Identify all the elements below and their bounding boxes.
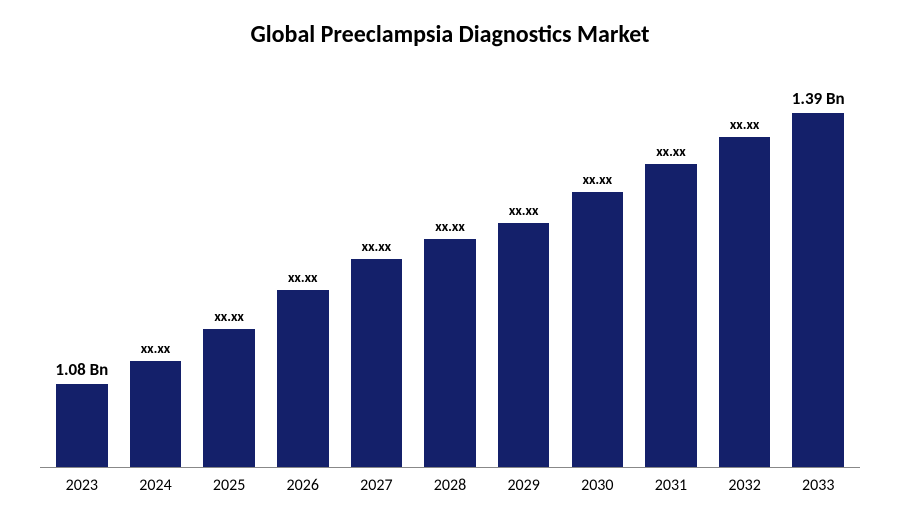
bar-value-label: xx.xx <box>730 116 759 133</box>
bar-group: xx.xx <box>560 74 634 467</box>
x-axis-label: 2031 <box>634 476 708 495</box>
x-axis-label: 2030 <box>560 476 634 495</box>
bar <box>203 329 255 467</box>
bar-group: xx.xx <box>487 74 561 467</box>
bar-value-label: xx.xx <box>214 308 243 325</box>
bar-group: 1.39 Bn <box>781 74 855 467</box>
bar-group: xx.xx <box>266 74 340 467</box>
x-axis-label: 2023 <box>45 476 119 495</box>
bar-value-label: xx.xx <box>435 218 464 235</box>
x-axis: 2023202420252026202720282029203020312032… <box>40 468 860 495</box>
x-axis-label: 2033 <box>781 476 855 495</box>
chart-title: Global Preeclampsia Diagnostics Market <box>40 20 860 49</box>
bar-group: xx.xx <box>340 74 414 467</box>
x-axis-label: 2029 <box>487 476 561 495</box>
bar-group: xx.xx <box>119 74 193 467</box>
x-axis-label: 2024 <box>119 476 193 495</box>
bar-group: xx.xx <box>634 74 708 467</box>
bar <box>719 137 771 467</box>
bar-value-label: 1.39 Bn <box>792 88 845 109</box>
bar <box>351 259 403 467</box>
x-axis-label: 2025 <box>192 476 266 495</box>
bar-group: 1.08 Bn <box>45 74 119 467</box>
bar-value-label: xx.xx <box>656 143 685 160</box>
bar-value-label: 1.08 Bn <box>55 359 108 380</box>
bar <box>645 164 697 467</box>
bar-value-label: xx.xx <box>141 340 170 357</box>
bar <box>792 113 844 467</box>
bar-value-label: xx.xx <box>509 202 538 219</box>
bar <box>424 239 476 467</box>
bar <box>277 290 329 467</box>
bar-value-label: xx.xx <box>362 238 391 255</box>
bar <box>56 384 108 467</box>
x-axis-label: 2032 <box>708 476 782 495</box>
bar <box>130 361 182 467</box>
bar-group: xx.xx <box>413 74 487 467</box>
x-axis-label: 2028 <box>413 476 487 495</box>
bar <box>572 192 624 467</box>
bar-group: xx.xx <box>708 74 782 467</box>
x-axis-label: 2026 <box>266 476 340 495</box>
bar-value-label: xx.xx <box>583 171 612 188</box>
plot-area: 1.08 Bn xx.xx xx.xx xx.xx xx.xx xx.xx xx.xx xx.… <box>40 74 860 468</box>
x-axis-label: 2027 <box>340 476 414 495</box>
bar-value-label: xx.xx <box>288 269 317 286</box>
bar <box>498 223 550 467</box>
bar-chart: Global Preeclampsia Diagnostics Market 1… <box>0 0 900 525</box>
bar-group: xx.xx <box>192 74 266 467</box>
